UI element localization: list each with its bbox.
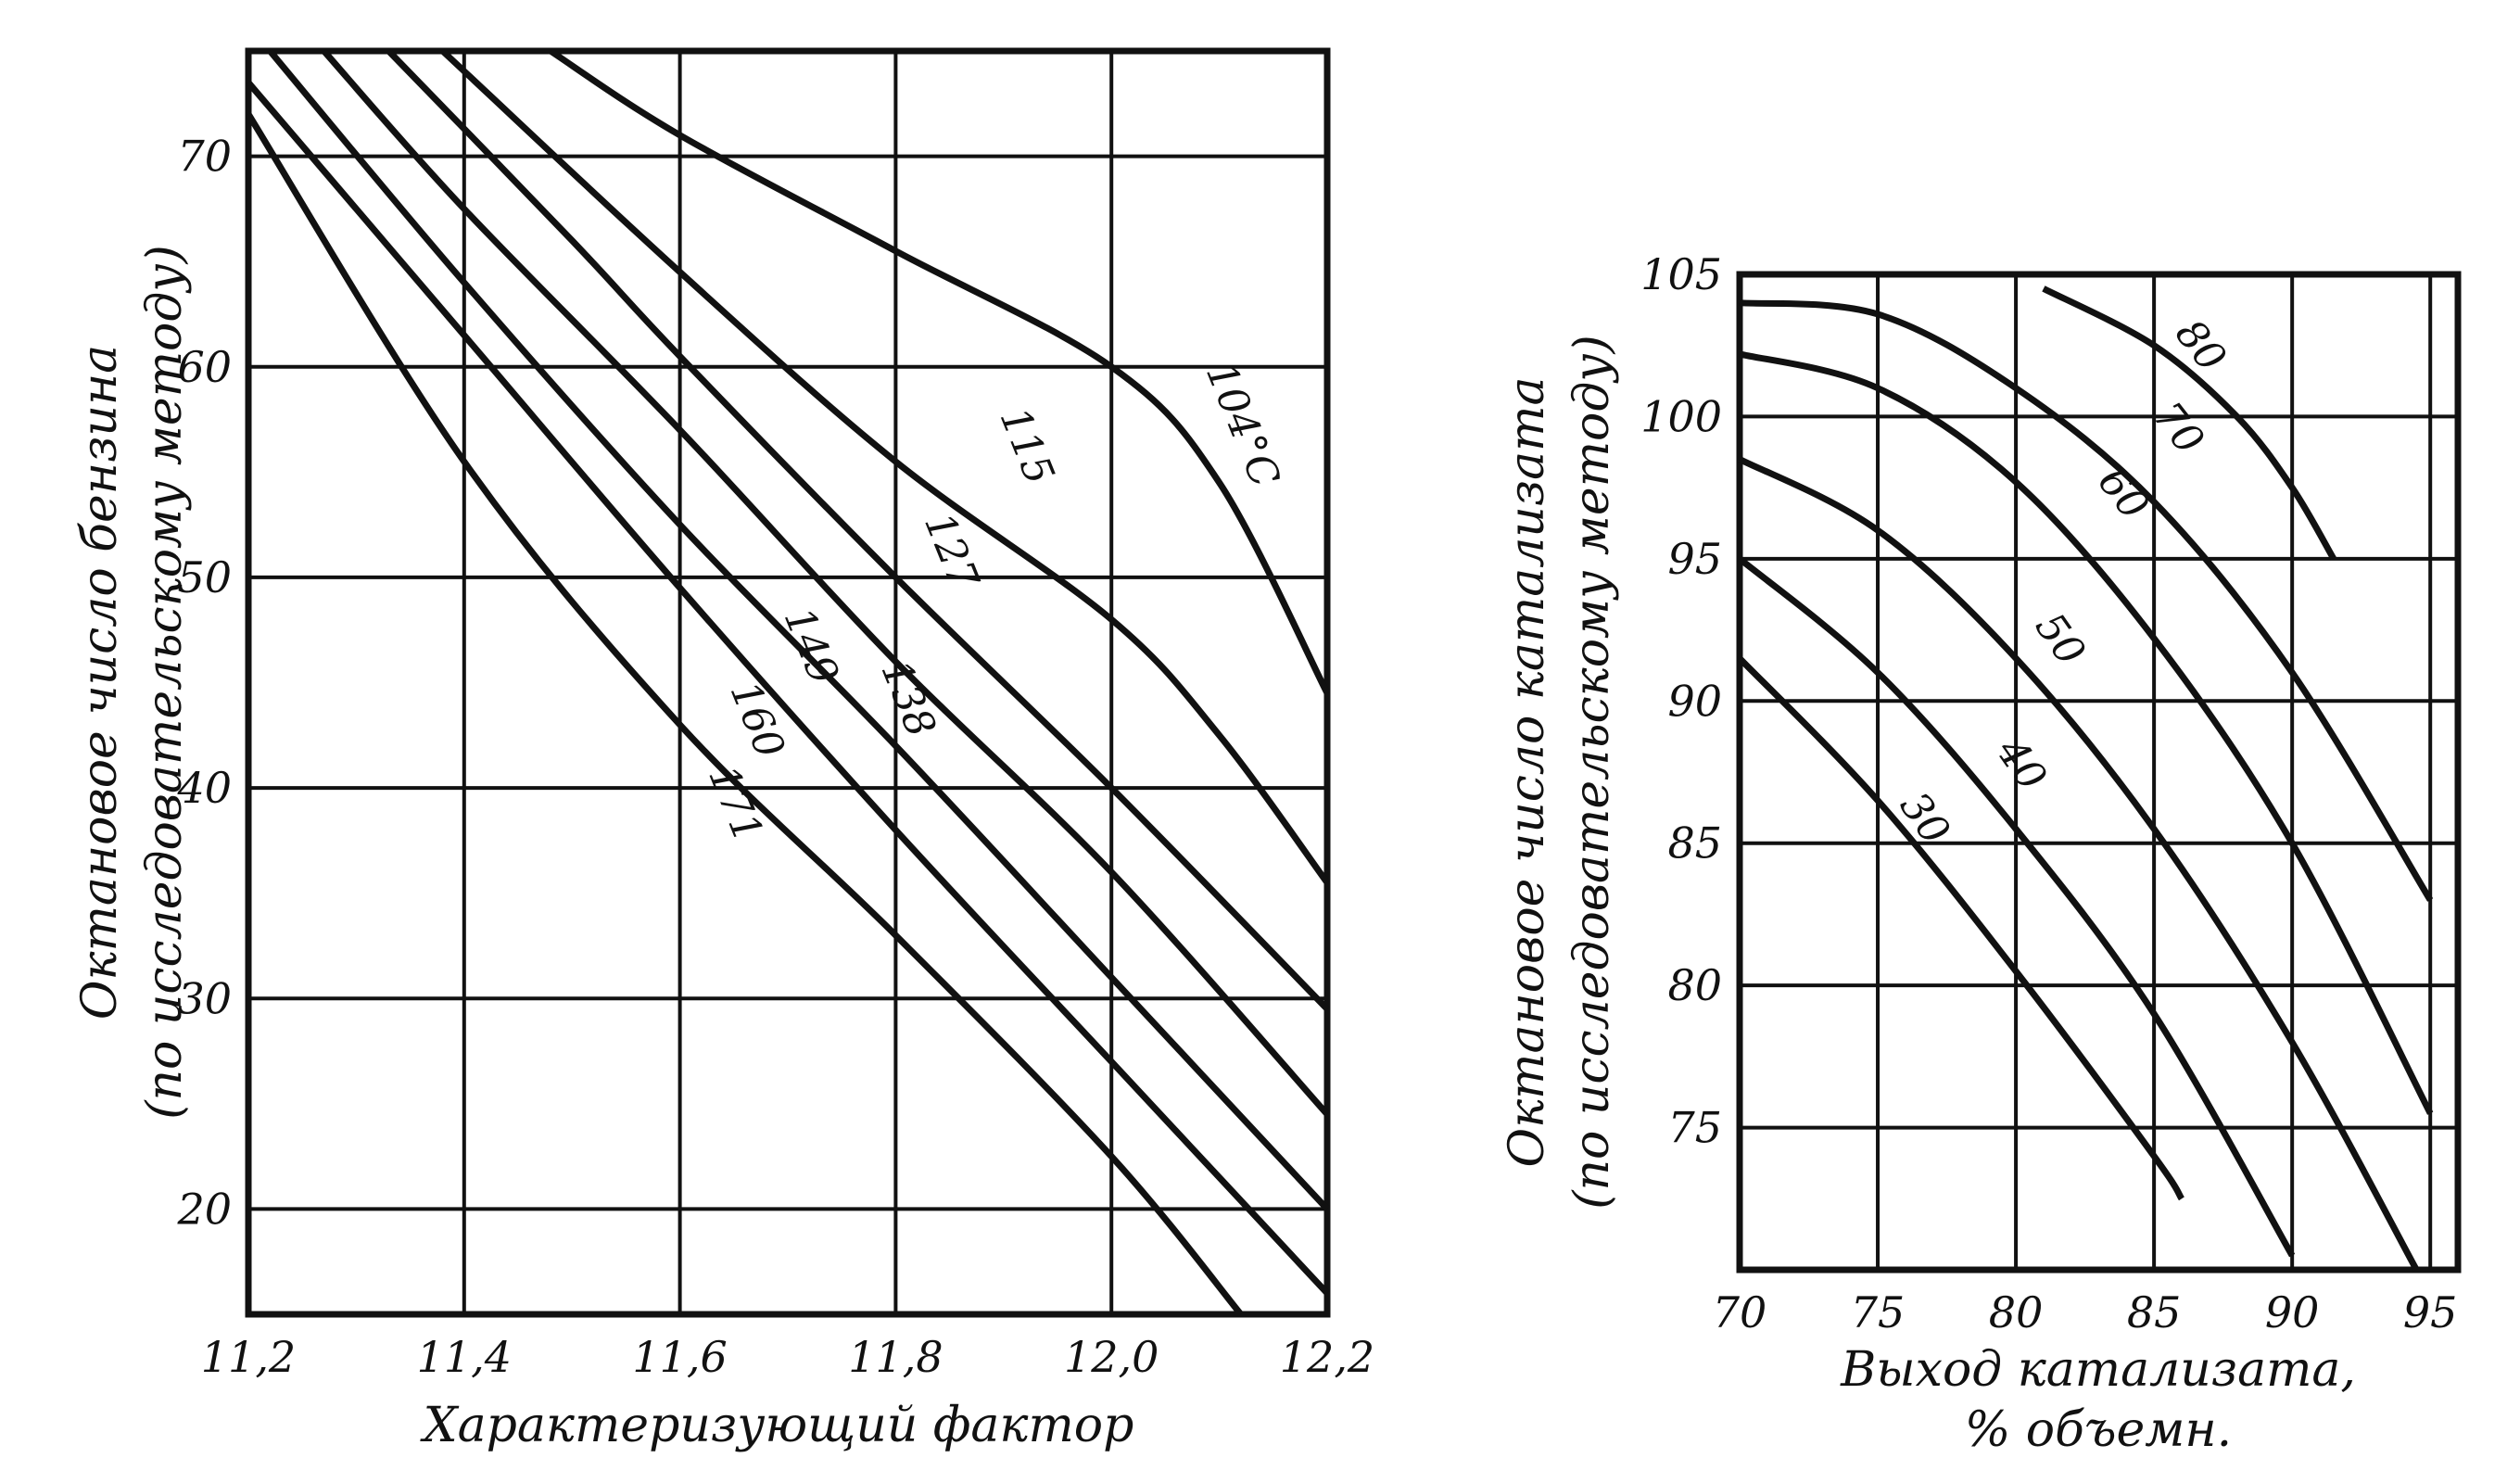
series-label: 80 — [2166, 311, 2235, 381]
y-tick-label: 60 — [177, 342, 232, 392]
y-tick-label: 20 — [176, 1184, 232, 1234]
series-curve — [1739, 299, 2434, 902]
series-curve — [267, 48, 1330, 1211]
series-curve — [321, 48, 1330, 1117]
y-tick-label: 50 — [177, 552, 232, 602]
series-label: 60 — [2088, 459, 2158, 529]
series-curve — [1737, 556, 2296, 1258]
series-curve — [246, 80, 1330, 1296]
series-label: 50 — [2026, 604, 2095, 674]
x-tick-label: 70 — [1713, 1287, 1767, 1337]
series-curve — [549, 48, 1331, 695]
series-curve — [386, 48, 1330, 1012]
series-label: 149 — [775, 602, 848, 691]
x-tick-label: 11,4 — [417, 1332, 512, 1382]
y-tick-label: 40 — [176, 763, 232, 813]
x-axis-label: Характеризующий фактор — [420, 1398, 1134, 1453]
series-curve — [2042, 285, 2336, 561]
x-tick-label: 95 — [2403, 1287, 2458, 1337]
octane-vs-catalyzate-yield-chart: 70 75 80 85 90 957580859095100105807060504030… — [1500, 249, 2462, 1458]
plot-frame — [1736, 271, 2462, 1274]
series-curve — [1739, 350, 2434, 1115]
x-tick-label: 75 — [1851, 1287, 1906, 1337]
y-axis-label: Октановое число бензина — [72, 345, 128, 1020]
y-tick-label: 105 — [1640, 249, 1722, 299]
series-curve — [246, 112, 1244, 1317]
y-tick-label: 95 — [1667, 534, 1722, 584]
y-tick-label: 75 — [1667, 1103, 1722, 1153]
x-tick-label: 11,2 — [201, 1332, 296, 1382]
octane-vs-characterizing-factor-chart: 11,2 11,4 11,6 11,8 12,0 12,2203040506070104°… — [72, 47, 1374, 1453]
x-tick-label: 90 — [2265, 1287, 2320, 1337]
x-tick-label: 80 — [1989, 1287, 2044, 1337]
y-tick-label: 85 — [1667, 818, 1722, 868]
series-curve — [1737, 655, 2184, 1201]
y-tick-label: 70 — [177, 132, 232, 182]
y-axis-sublabel: (по исследовательскому методу) — [1564, 335, 1620, 1209]
y-axis-label: Октановое число катализата — [1500, 377, 1555, 1168]
series-label: 171 — [699, 759, 772, 849]
x-tick-label: 11,8 — [848, 1332, 943, 1382]
plot-frame — [245, 47, 1331, 1318]
x-tick-label: 12,2 — [1280, 1332, 1374, 1382]
x-tick-label: 11,6 — [632, 1332, 727, 1382]
x-axis-sublabel: % объемн. — [1965, 1402, 2232, 1458]
x-tick-label: 85 — [2127, 1287, 2182, 1337]
series-label: 40 — [1986, 729, 2055, 799]
series-curve — [1738, 456, 2420, 1272]
y-tick-label: 90 — [1667, 676, 1722, 726]
y-tick-label: 80 — [1667, 960, 1722, 1010]
y-tick-label: 30 — [177, 973, 232, 1023]
series-label: 160 — [721, 675, 794, 765]
y-axis-sublabel: (по исследовательскому методу) — [137, 245, 193, 1119]
x-axis-label: Выход катализата, — [1840, 1342, 2356, 1398]
x-tick-label: 12,0 — [1064, 1332, 1159, 1382]
y-tick-label: 100 — [1640, 391, 1722, 441]
series-label: 115 — [991, 401, 1064, 491]
series-curve — [440, 48, 1330, 885]
